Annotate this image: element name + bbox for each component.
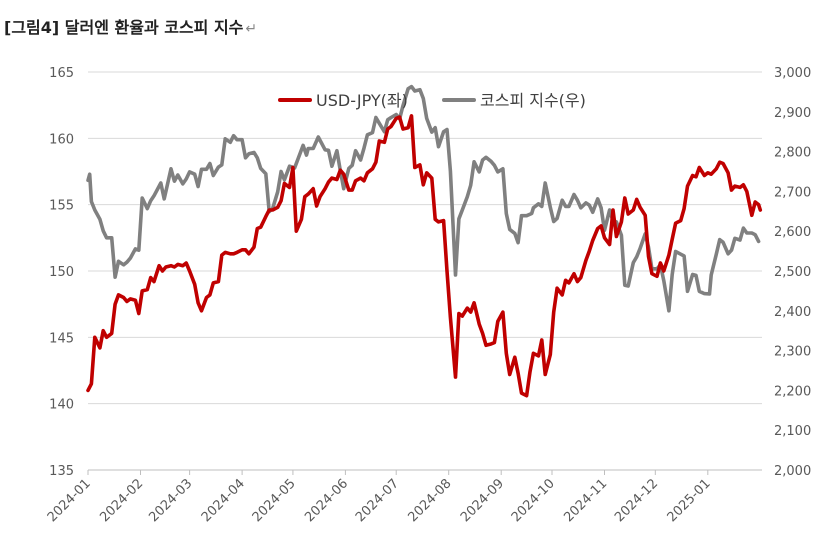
y-left-tick-label: 155 <box>49 199 74 214</box>
y-right-tick-label: 3,000 <box>774 66 811 81</box>
y-right-tick-label: 2,300 <box>774 345 811 360</box>
return-glyph-icon: ↵ <box>245 21 258 37</box>
y-right-tick-label: 2,900 <box>774 106 811 121</box>
legend-label: 코스피 지수(우) <box>480 91 586 110</box>
y-axis-left: 135 140 145 150 155 160 165 <box>49 66 74 479</box>
y-left-tick-label: 160 <box>49 132 74 147</box>
y-right-tick-label: 2,800 <box>774 146 811 161</box>
x-tick-label: 2024-04 <box>199 476 248 525</box>
y-right-tick-label: 2,700 <box>774 185 811 200</box>
x-tick-label: 2024-02 <box>97 476 146 525</box>
series-lines <box>86 84 763 398</box>
y-left-tick-label: 165 <box>49 66 74 81</box>
x-tick-label: 2024-08 <box>406 476 455 525</box>
x-tick-label: 2025-01 <box>665 476 714 525</box>
x-axis: 2024-01 2024-02 2024-03 2024-04 2024-05 2024-… <box>45 470 714 525</box>
x-tick-label: 2024-12 <box>612 476 661 525</box>
legend-label: USD-JPY(좌) <box>316 91 408 110</box>
legend: USD-JPY(좌) 코스피 지수(우) <box>278 91 586 110</box>
y-right-tick-label: 2,400 <box>774 305 811 320</box>
gridlines <box>88 71 762 471</box>
figure-title: [그림4] 달러엔 환율과 코스피 지수 ↵ <box>4 14 257 38</box>
y-right-tick-label: 2,100 <box>774 424 811 439</box>
y-right-tick-label: 2,200 <box>774 384 811 399</box>
x-tick-label: 2024-09 <box>458 476 507 525</box>
series-line-usd-jpy <box>86 114 763 398</box>
y-left-tick-label: 150 <box>49 265 74 280</box>
figure-title-text: [그림4] 달러엔 환율과 코스피 지수 <box>4 18 244 37</box>
y-right-tick-label: 2,500 <box>774 265 811 280</box>
y-right-tick-label: 2,600 <box>774 225 811 240</box>
x-tick-label: 2024-05 <box>250 476 299 525</box>
x-tick-label: 2024-10 <box>509 476 558 525</box>
y-left-tick-label: 145 <box>49 331 74 346</box>
x-tick-label: 2024-01 <box>45 476 94 525</box>
x-tick-label: 2024-11 <box>561 476 610 525</box>
y-left-tick-label: 135 <box>49 464 74 479</box>
x-tick-label: 2024-06 <box>302 476 351 525</box>
y-left-tick-label: 140 <box>49 398 74 413</box>
x-tick-label: 2024-07 <box>353 476 402 525</box>
x-tick-label: 2024-03 <box>146 476 195 525</box>
y-right-tick-label: 2,000 <box>774 464 811 479</box>
y-axis-right: 2,000 2,100 2,200 2,300 2,400 2,500 2,600 2,700… <box>774 66 811 479</box>
